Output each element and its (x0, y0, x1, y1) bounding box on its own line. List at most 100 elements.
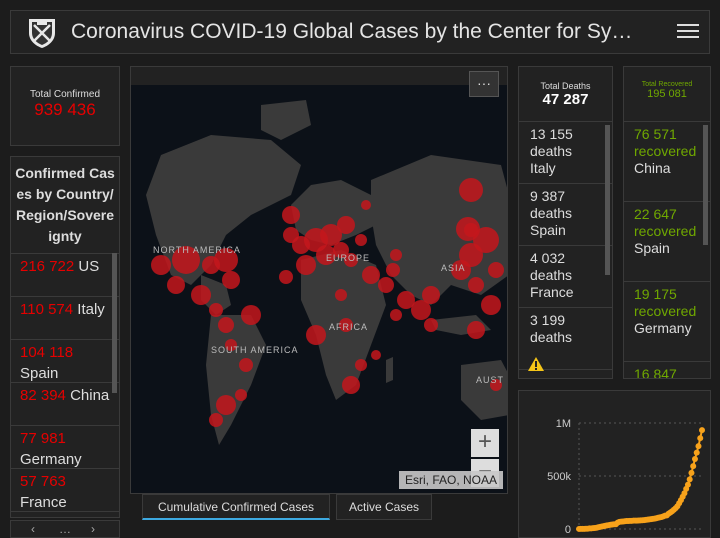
recovered-panel: Total Recovered 195 081 76 571 recovered… (623, 66, 711, 379)
chart-y-tick-label: 0 (565, 524, 571, 536)
country-list-panel: Confirmed Cases by Country/Region/Sovere… (10, 156, 120, 518)
app-header: Coronavirus COVID-19 Global Cases by the… (10, 10, 710, 54)
recovered-list-item[interactable]: 19 175 recovered Germany (624, 282, 710, 362)
deaths-list-scrollbar[interactable] (605, 125, 610, 275)
total-deaths-value: 47 287 (542, 91, 589, 108)
map-label-africa: AFRICA (329, 322, 369, 332)
map-label-north-america: NORTH AMERICA (153, 245, 241, 255)
country-list-item[interactable]: 104 118 Spain (11, 340, 119, 383)
recovered-list-scrollbar[interactable] (703, 125, 708, 245)
chart-y-tick-label: 1M (556, 418, 571, 430)
cases-line-chart: 0 500k 1M (547, 418, 705, 536)
total-confirmed-label: Total Confirmed (29, 89, 101, 100)
chart-data-point[interactable] (691, 455, 698, 462)
list-pager: ‹ … › (10, 520, 120, 538)
chart-data-point[interactable] (699, 427, 705, 434)
pager-dots-button[interactable]: … (59, 522, 71, 536)
deaths-header: Total Deaths 47 287 (519, 67, 612, 122)
recovered-count: 16 847 (634, 366, 677, 379)
country-name: China (70, 387, 110, 404)
chart-data-point[interactable] (695, 443, 702, 450)
country-list-item[interactable]: 77 981 Germany (11, 426, 119, 469)
country-count: 110 574 (20, 301, 74, 318)
chart-data-point[interactable] (690, 463, 697, 470)
country-list-item[interactable]: 110 574 Italy (11, 297, 119, 340)
chart-data-point[interactable] (686, 476, 693, 483)
country-list-scrollbar[interactable] (112, 253, 117, 393)
total-recovered-label: Total Recovered (641, 81, 693, 88)
page-title: Coronavirus COVID-19 Global Cases by the… (71, 20, 633, 43)
country-name: Italy (77, 301, 105, 318)
recovered-header: Total Recovered 195 081 (624, 67, 710, 122)
chart-data-point[interactable] (688, 469, 695, 476)
country-count: 57 763 (20, 473, 66, 490)
chart-series-line (578, 429, 703, 530)
map-label-asia: ASIA (441, 263, 466, 273)
recovered-count: 19 175 (634, 286, 677, 302)
deaths-suffix: deaths (530, 329, 573, 345)
map-attribution: Esri, FAO, NOAA (398, 471, 503, 489)
pager-next-button[interactable]: › (91, 522, 95, 536)
total-confirmed-panel: Total Confirmed 939 436 (10, 66, 120, 146)
country-list-item[interactable]: 216 722 US (11, 254, 119, 297)
deaths-count: 13 155 (530, 126, 573, 142)
zoom-in-button[interactable]: + (471, 429, 499, 457)
recovered-suffix: recovered (634, 143, 697, 159)
recovered-list-item[interactable]: 16 847 (624, 362, 710, 379)
deaths-suffix: deaths (530, 267, 573, 283)
deaths-list-item[interactable]: 9 387 deaths Spain (519, 184, 612, 246)
recovered-country: China (634, 160, 671, 176)
total-recovered-value: 195 081 (647, 88, 687, 100)
deaths-count: 3 199 (530, 312, 566, 328)
deaths-panel: Total Deaths 47 287 13 155 deaths Italy … (518, 66, 613, 379)
hamburger-menu-icon[interactable] (677, 20, 699, 40)
deaths-list-item[interactable]: 13 155 deaths Italy (519, 122, 612, 184)
country-list-item[interactable]: 82 394 China (11, 383, 119, 426)
recovered-country: Spain (634, 240, 670, 256)
country-list-title-text: Confirmed Cases by Country/Region/Sovere… (15, 165, 115, 244)
country-count: 216 722 (20, 258, 75, 275)
map-more-options-button[interactable]: ··· (469, 71, 499, 97)
recovered-suffix: recovered (634, 303, 697, 319)
university-shield-logo (29, 19, 55, 48)
deaths-count: 4 032 (530, 250, 566, 266)
chart-y-tick-label: 500k (547, 471, 571, 483)
country-name: US (78, 258, 100, 275)
chart-data-point[interactable] (693, 449, 700, 456)
deaths-country: Spain (530, 222, 566, 238)
country-list-item[interactable]: 57 763 France (11, 469, 119, 512)
recovered-list-item[interactable]: 76 571 recovered China (624, 122, 710, 202)
deaths-count: 9 387 (530, 188, 566, 204)
deaths-country: Italy (530, 160, 556, 176)
total-confirmed-value: 939 436 (34, 100, 96, 119)
recovered-count: 22 647 (634, 206, 677, 222)
map-panel: NORTH AMERICA SOUTH AMERICA EUROPE AFRIC… (130, 66, 508, 494)
country-list-title: Confirmed Cases by Country/Region/Sovere… (11, 157, 119, 254)
map-label-europe: EUROPE (326, 253, 371, 263)
chart-data-point[interactable] (684, 481, 691, 488)
chart-data-point[interactable] (697, 435, 704, 442)
country-count: 77 981 (20, 430, 66, 447)
tab-active-cases[interactable]: Active Cases (336, 494, 432, 520)
map-label-south-america: SOUTH AMERICA (211, 345, 299, 355)
country-name: Spain (20, 365, 59, 382)
recovered-suffix: recovered (634, 223, 697, 239)
deaths-suffix: deaths (530, 205, 573, 221)
country-name: France (20, 494, 67, 511)
country-name: Germany (20, 451, 82, 468)
recovered-country: Germany (634, 320, 692, 336)
world-map[interactable]: NORTH AMERICA SOUTH AMERICA EUROPE AFRIC… (131, 85, 507, 493)
recovered-list-item[interactable]: 22 647 recovered Spain (624, 202, 710, 282)
map-label-australia: AUST (476, 375, 505, 385)
country-count: 104 118 (20, 344, 74, 361)
deaths-country: France (530, 284, 574, 300)
deaths-suffix: deaths (530, 143, 573, 159)
map-graphics (146, 100, 507, 445)
total-deaths-label: Total Deaths (540, 81, 591, 91)
deaths-list-item[interactable]: 3 199 deaths (519, 308, 612, 370)
cases-chart-panel: 0 500k 1M (518, 390, 711, 538)
tab-cumulative-confirmed[interactable]: Cumulative Confirmed Cases (142, 494, 330, 520)
pager-prev-button[interactable]: ‹ (31, 522, 35, 536)
deaths-list-item[interactable]: 4 032 deaths France (519, 246, 612, 308)
warning-icon[interactable] (527, 356, 545, 372)
